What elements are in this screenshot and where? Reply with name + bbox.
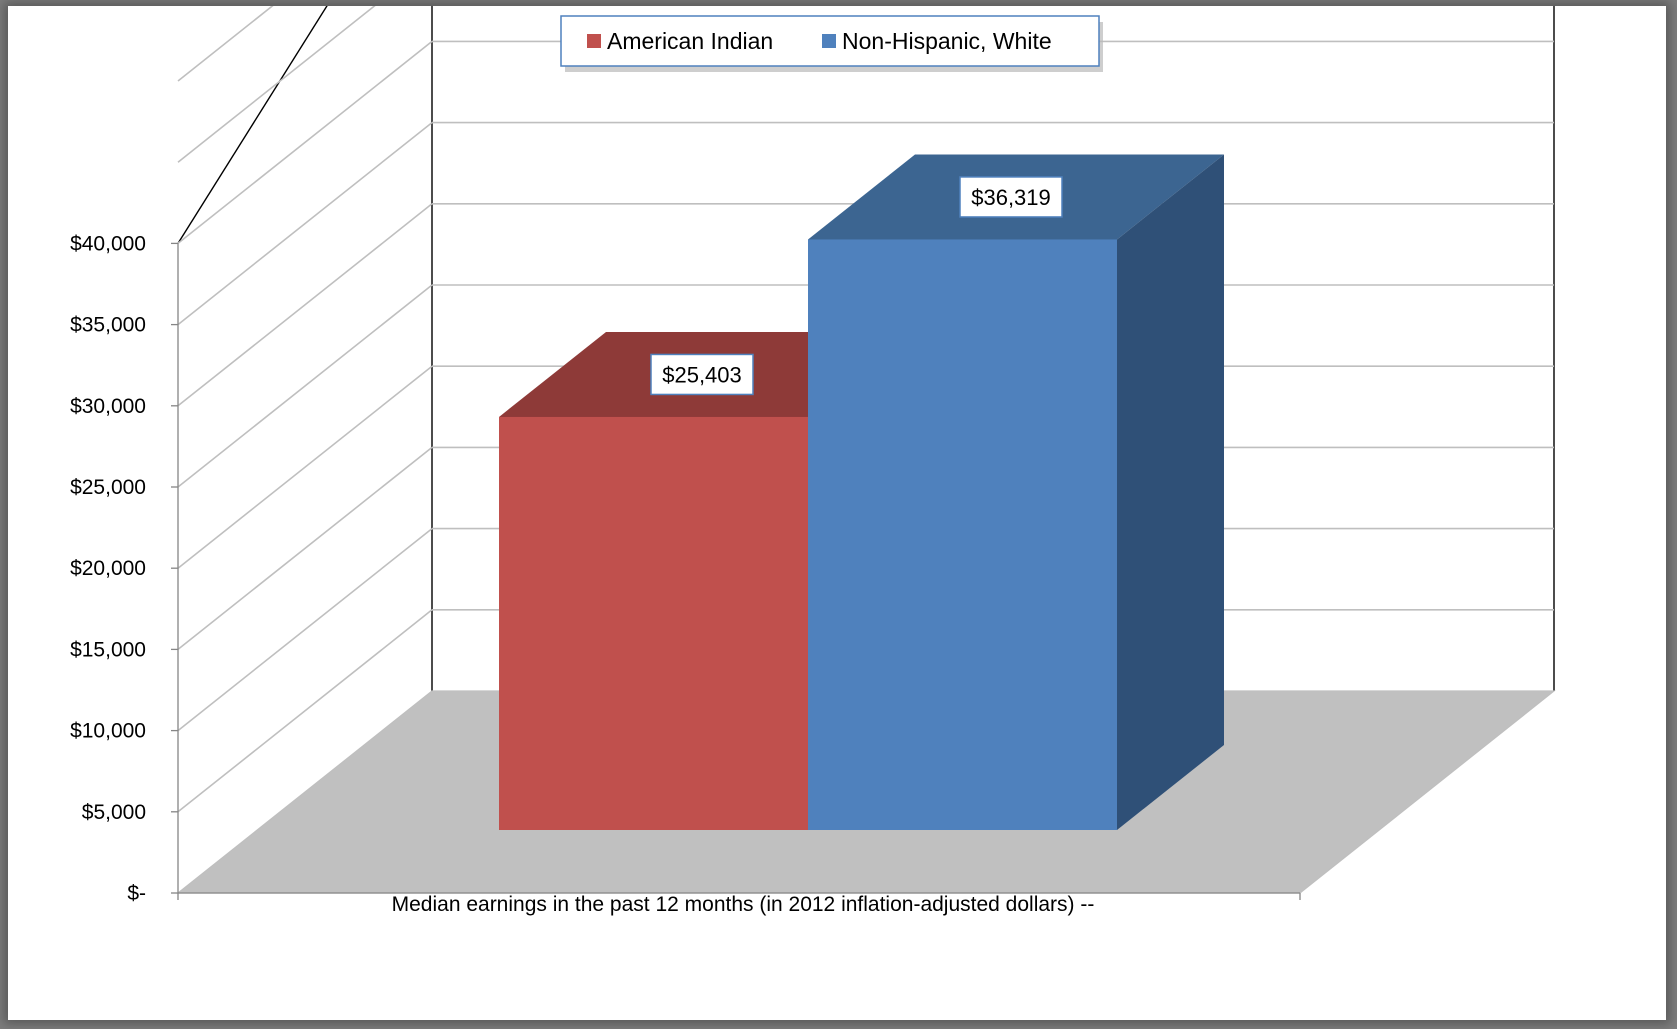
data-labels: $25,403 $36,319 — [650, 176, 1063, 396]
x-axis: Median earnings in the past 12 months (i… — [177, 892, 1301, 916]
bar-chart: $- $5,000 $10,000 $15,000 $20,000 $25,000 $30,… — [70, 6, 1556, 916]
gridline-side-5 — [177, 284, 433, 488]
gridline-side-6 — [177, 203, 433, 407]
y-tick-label-1: $5,000 — [82, 801, 146, 824]
category-label-0: Median earnings in the past 12 months (i… — [392, 893, 1095, 916]
bar-1 — [808, 239, 1117, 830]
data-label-0: $25,403 — [662, 362, 742, 387]
data-label-box-0 — [650, 353, 754, 396]
y-tick-label-3: $15,000 — [70, 638, 146, 661]
chart-walls — [177, 6, 1555, 691]
data-label-1: $36,319 — [971, 185, 1051, 210]
legend: American Indian Non-Hispanic, White — [560, 15, 1103, 72]
y-tick-label-6: $30,000 — [70, 395, 146, 418]
legend-label-0: American Indian — [607, 28, 773, 54]
legend-swatch-0 — [587, 34, 601, 48]
y-tick-label-5: $25,000 — [70, 476, 146, 499]
gridline-side-8 — [177, 40, 433, 245]
legend-label-1: Non-Hispanic, White — [842, 28, 1052, 54]
y-tick-label-0: $- — [127, 882, 146, 905]
y-tick-label-4: $20,000 — [70, 557, 146, 580]
gridline-side-1 — [177, 609, 433, 813]
y-tick-label-2: $10,000 — [70, 720, 146, 743]
y-tick-label-7: $35,000 — [70, 314, 146, 337]
gridline-side-9 — [177, 6, 376, 163]
bars — [499, 154, 1224, 830]
bar-side-1 — [1117, 154, 1224, 830]
gridline-side-2 — [177, 527, 433, 732]
y-axis: $- $5,000 $10,000 $15,000 $20,000 $25,000 $30,… — [70, 232, 179, 905]
gridline-side-10 — [177, 6, 274, 82]
legend-swatch-1 — [822, 34, 836, 48]
gridline-side-4 — [177, 365, 433, 569]
bar-0 — [499, 416, 808, 830]
gridline-side-7 — [177, 121, 433, 326]
gridline-side-3 — [177, 446, 433, 651]
y-tick-label-8: $40,000 — [70, 232, 146, 255]
side-wall-top-edge — [177, 6, 328, 244]
data-label-box-1 — [959, 176, 1063, 218]
chart-frame: $- $5,000 $10,000 $15,000 $20,000 $25,000 $30,… — [8, 6, 1666, 1020]
